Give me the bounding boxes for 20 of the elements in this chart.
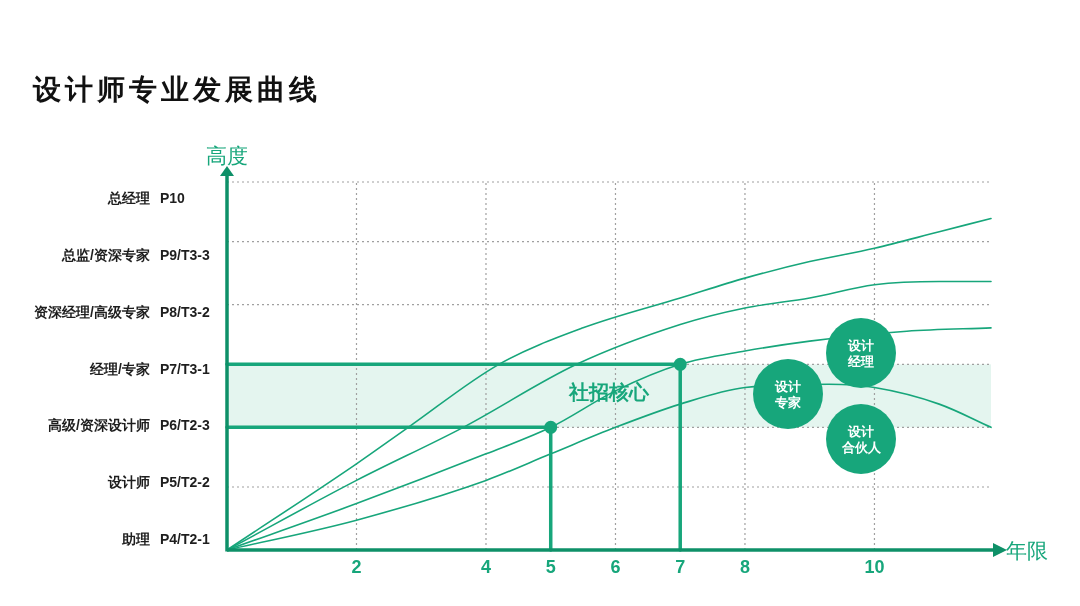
y-axis-title: 高度	[206, 144, 248, 167]
x-tick-label: 10	[864, 557, 885, 577]
category-label: 总监/资深专家 P9/T3-3	[62, 246, 210, 263]
chart-title: 设计师专业发展曲线	[32, 74, 321, 105]
category-label: 设计师 P5/T2-2	[108, 474, 210, 491]
annotation: 设计经理	[847, 337, 874, 369]
category-label: 高级/资深设计师 P6/T2-3	[48, 417, 210, 434]
x-tick-label: 4	[480, 557, 491, 577]
annotation: 设计专家	[774, 378, 801, 410]
annotation: 设计合伙人	[840, 423, 882, 455]
category-label: 经理/专家 P7/T3-1	[90, 360, 210, 377]
x-tick-label: 5	[545, 557, 556, 577]
x-tick-label: 2	[351, 557, 362, 577]
category-label: 总经理 P10	[108, 190, 185, 206]
x-tick-label: 8	[739, 557, 750, 577]
category-label: 助理 P4/T2-1	[122, 531, 210, 547]
x-axis-title: 年限	[1006, 539, 1048, 562]
x-tick-label: 7	[675, 557, 686, 577]
category-label: 资深经理/高级专家 P8/T3-2	[34, 303, 210, 320]
x-tick-label: 6	[610, 557, 621, 577]
